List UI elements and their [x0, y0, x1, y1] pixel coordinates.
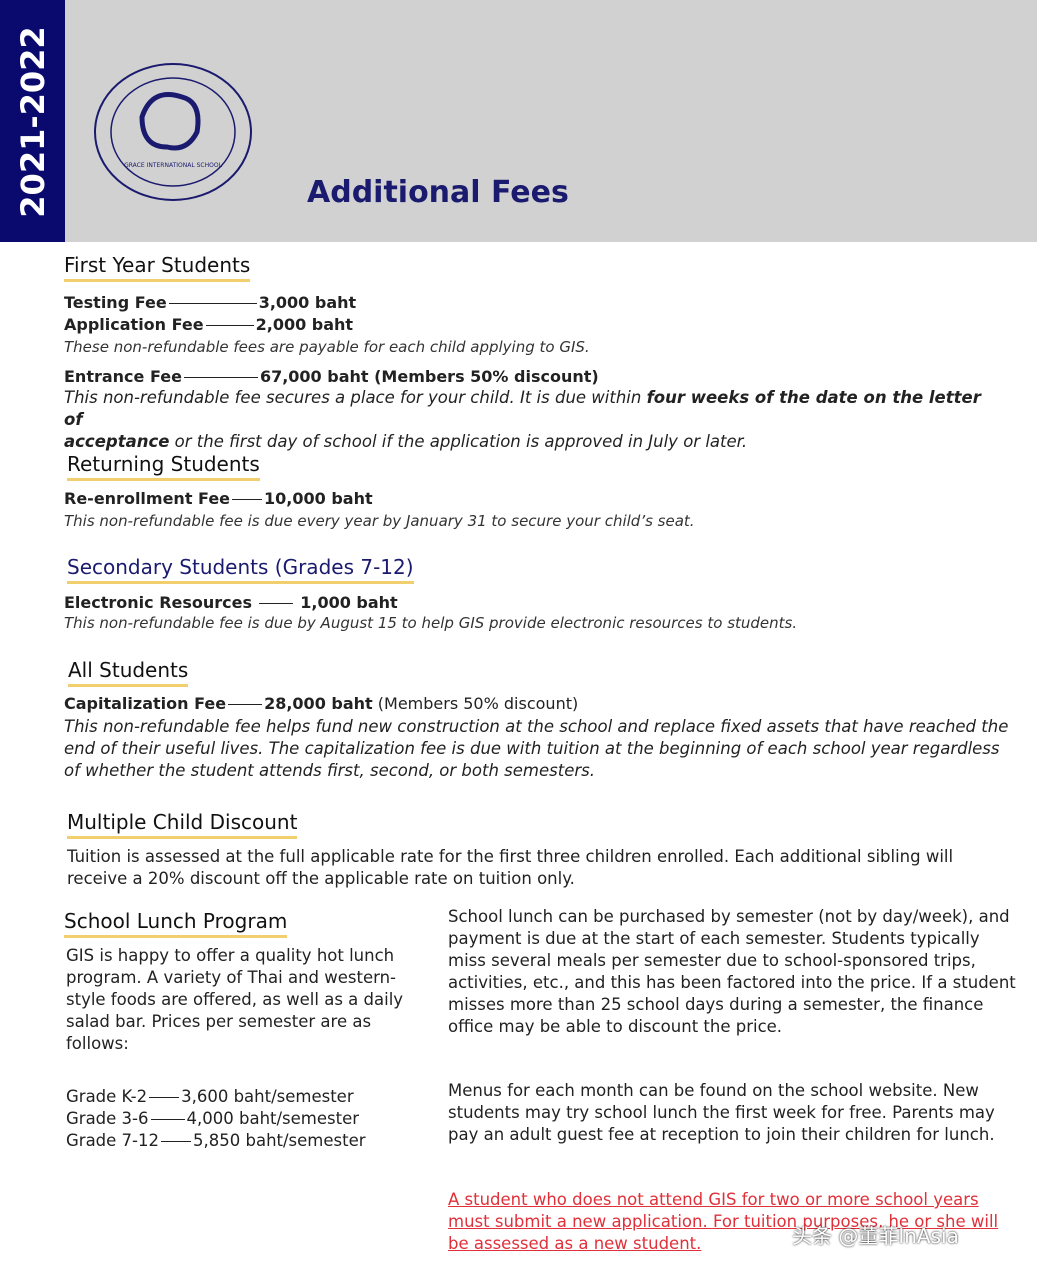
- readmission-notice: A student who does not attend GIS for tw…: [448, 1190, 999, 1253]
- page-header: 2021-2022 GRACE INTERNATIONAL SCHOOL Add…: [0, 0, 1037, 242]
- fee-label: Testing Fee: [64, 293, 167, 312]
- note: This non-refundable fee is due every yea…: [64, 512, 695, 530]
- application-fee: Application Fee 2,000 baht: [64, 315, 353, 334]
- lunch-intro: GIS is happy to offer a quality hot lunc…: [66, 946, 404, 1053]
- school-logo: GRACE INTERNATIONAL SCHOOL: [94, 63, 252, 201]
- fee-value: 3,000 baht: [258, 293, 357, 312]
- multiple-discount-text: Tuition is assessed at the full applicab…: [67, 847, 954, 888]
- note: This non-refundable fee helps fund new c…: [64, 717, 1009, 780]
- price-row: Grade 7-12 5,850 baht/semester: [66, 1131, 366, 1150]
- lunch-payment-text: School lunch can be purchased by semeste…: [448, 907, 1016, 1036]
- watermark: 头条 @董菲InAsia: [792, 1224, 959, 1248]
- note: These non-refundable fees are payable fo…: [64, 338, 590, 356]
- note: This non-refundable fee secures a place …: [64, 388, 981, 451]
- fee-value: 67,000 baht (Members 50% discount): [259, 367, 599, 386]
- price-row: Grade 3-6 4,000 baht/semester: [66, 1109, 360, 1128]
- logo-text: GRACE INTERNATIONAL SCHOOL: [124, 162, 222, 169]
- reenrollment-fee: Re-enrollment Fee 10,000 baht: [64, 489, 373, 508]
- section-heading-all: All Students: [68, 658, 189, 687]
- capitalization-fee: Capitalization Fee 28,000 baht (Members 5…: [64, 694, 579, 713]
- entrance-fee: Entrance Fee 67,000 baht (Members 50% dis…: [64, 367, 599, 386]
- price-row: Grade K-2 3,600 baht/semester: [66, 1087, 354, 1106]
- fee-value: 2,000 baht: [255, 315, 354, 334]
- lunch-prices: Grade K-2 3,600 baht/semester Grade 3-6 4,…: [66, 1086, 426, 1152]
- page-title: Additional Fees: [307, 175, 569, 210]
- lunch-menu-text: Menus for each month can be found on the…: [448, 1081, 995, 1144]
- fee-label: Entrance Fee: [64, 367, 182, 386]
- section-heading-first-year: First Year Students: [64, 253, 251, 282]
- year-bar: 2021-2022: [0, 0, 65, 242]
- section-heading-multiple: Multiple Child Discount: [67, 810, 298, 839]
- section-heading-returning: Returning Students: [67, 452, 260, 481]
- electronic-resources-fee: Electronic Resources 1,000 baht: [64, 593, 398, 612]
- testing-fee: Testing Fee 3,000 baht: [64, 293, 356, 312]
- year-label: 2021-2022: [14, 26, 52, 218]
- note: This non-refundable fee is due by August…: [64, 614, 798, 632]
- section-heading-secondary: Secondary Students (Grades 7-12): [67, 555, 414, 584]
- section-heading-lunch: School Lunch Program: [64, 909, 288, 938]
- fee-label: Application Fee: [64, 315, 204, 334]
